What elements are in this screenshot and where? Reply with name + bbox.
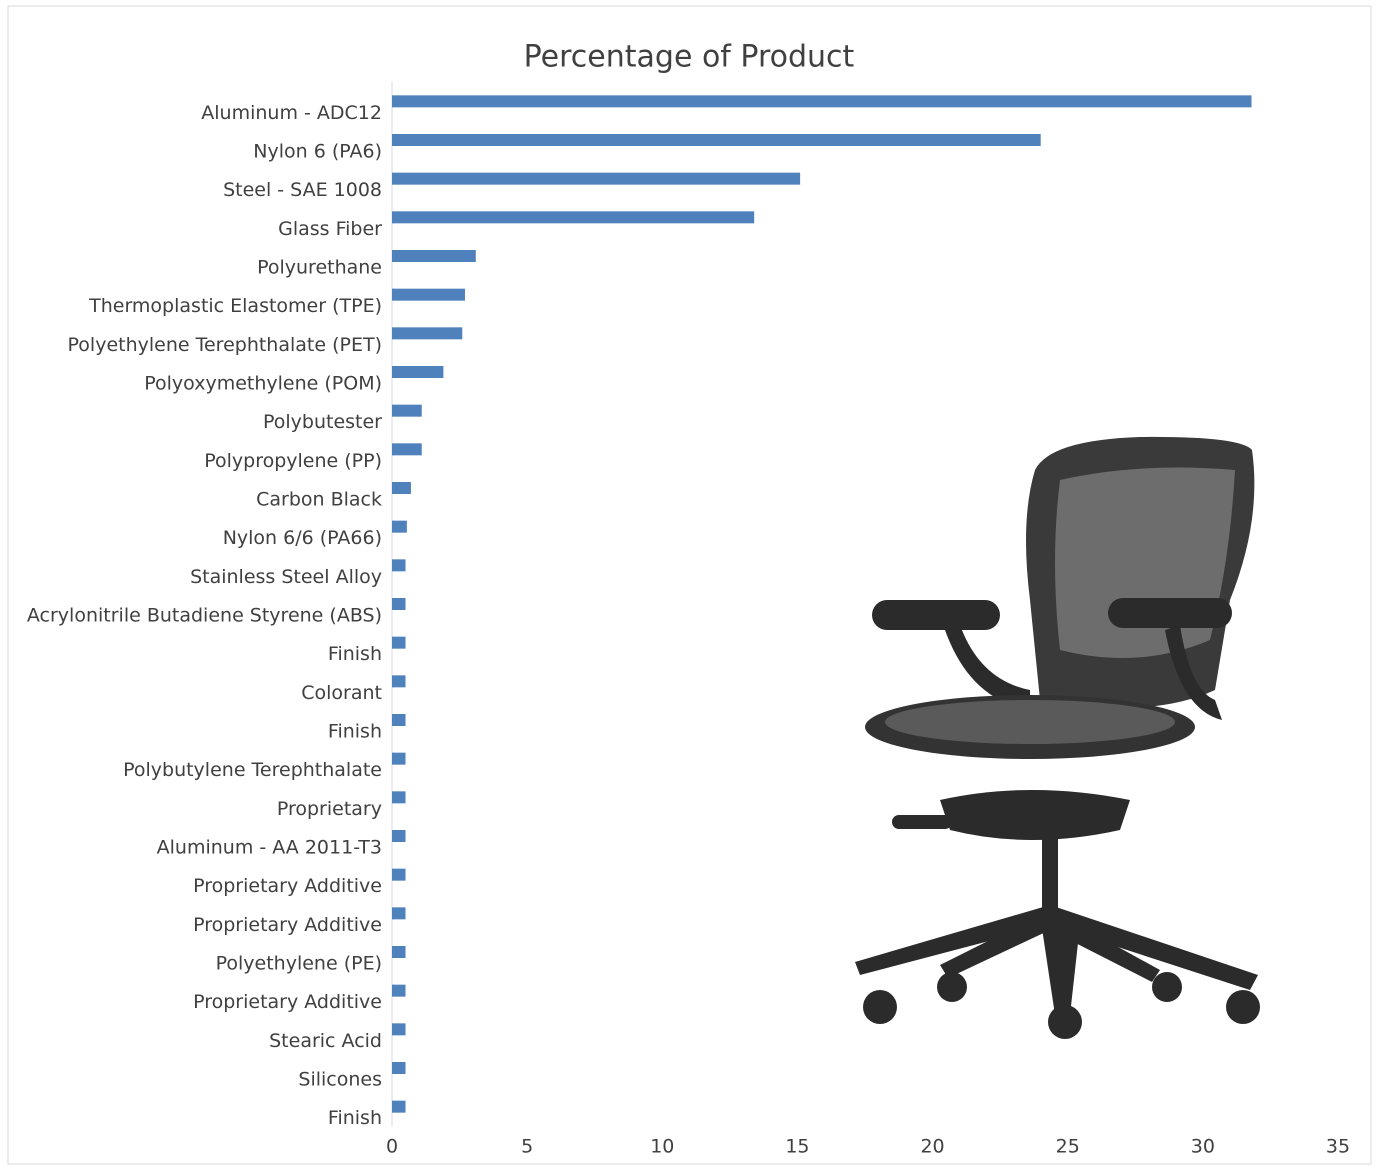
bar: [392, 868, 406, 881]
bar: [392, 404, 422, 417]
bar: [392, 172, 801, 185]
y-tick-label: Polybutester: [263, 411, 382, 433]
bar: [392, 946, 406, 958]
plot-area: 0 5 10 15 20 25 30 35 Aluminum - ADC12 Nylon 6 (P…: [27, 82, 1350, 1158]
y-tick-label: Polybutylene Terephthalate: [123, 759, 382, 781]
bar: [392, 1062, 406, 1074]
y-tick-label: Colorant: [301, 682, 382, 704]
x-tick-label: 20: [920, 1136, 944, 1158]
y-tick-label: Thermoplastic Elastomer (TPE): [88, 295, 382, 317]
y-tick-label: Proprietary Additive: [193, 991, 382, 1013]
bar: [392, 134, 1041, 146]
bar: [392, 250, 476, 262]
bar: [392, 752, 406, 765]
y-tick-label: Aluminum - ADC12: [201, 102, 382, 124]
y-tick-label: Polypropylene (PP): [204, 450, 382, 472]
x-tick-label: 0: [386, 1136, 398, 1158]
bar: [392, 907, 406, 920]
y-tick-label: Steel - SAE 1008: [223, 179, 382, 201]
y-tick-label: Carbon Black: [256, 489, 382, 511]
bar: [392, 366, 444, 378]
bar: [392, 520, 407, 533]
bar: [392, 443, 422, 456]
y-tick-label: Finish: [328, 721, 382, 743]
y-tick-label: Polyethylene Terephthalate (PET): [68, 334, 382, 356]
x-tick-label: 30: [1191, 1136, 1215, 1158]
x-tick-label: 35: [1326, 1136, 1350, 1158]
bar: [392, 288, 465, 301]
bar: [392, 636, 406, 649]
y-tick-label: Acrylonitrile Butadiene Styrene (ABS): [27, 605, 382, 627]
y-tick-label: Stainless Steel Alloy: [190, 566, 382, 588]
y-tick-label: Stearic Acid: [269, 1030, 382, 1052]
bar: [392, 482, 411, 494]
bar: [392, 830, 406, 842]
y-tick-label: Polyoxymethylene (POM): [144, 373, 382, 395]
bar: [392, 211, 755, 224]
bar: [392, 598, 406, 610]
x-tick-label: 15: [785, 1136, 809, 1158]
bar: [392, 714, 406, 726]
y-tick-label: Aluminum - AA 2011-T3: [157, 837, 382, 859]
x-tick-label: 5: [521, 1136, 533, 1158]
chair-image: [855, 436, 1260, 1039]
y-tick-label: Nylon 6/6 (PA66): [223, 527, 382, 549]
x-tick-label: 25: [1056, 1136, 1080, 1158]
y-tick-label: Finish: [328, 643, 382, 665]
y-tick-label: Nylon 6 (PA6): [253, 141, 382, 163]
bar: [392, 1100, 406, 1113]
y-tick-label: Finish: [328, 1107, 382, 1129]
y-tick-label: Proprietary: [277, 798, 382, 820]
bar: [392, 791, 406, 804]
bar: [392, 675, 406, 688]
y-tick-label: Proprietary Additive: [193, 914, 382, 936]
y-tick-label: Glass Fiber: [278, 218, 382, 240]
y-tick-label: Silicones: [298, 1069, 382, 1091]
y-tick-label: Proprietary Additive: [193, 875, 382, 897]
chart-title: Percentage of Product: [524, 40, 855, 75]
bar: [392, 95, 1252, 108]
bar: [392, 1023, 406, 1036]
x-tick-label: 10: [650, 1136, 674, 1158]
y-tick-label: Polyurethane: [257, 257, 382, 279]
bar: [392, 327, 463, 340]
bar: [392, 559, 406, 572]
y-tick-label: Polyethylene (PE): [216, 953, 382, 975]
bar: [392, 984, 406, 997]
